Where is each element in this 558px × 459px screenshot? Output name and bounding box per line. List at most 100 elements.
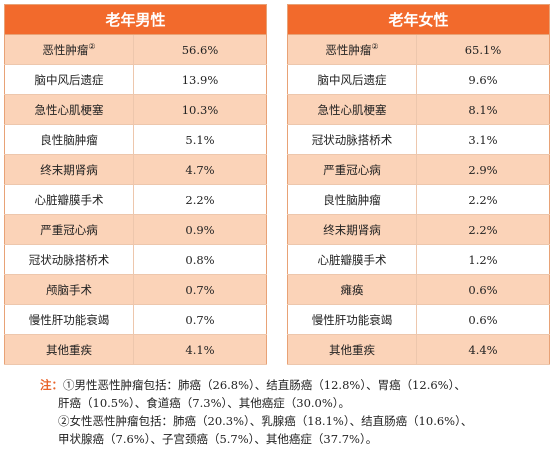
female-table-body: 恶性肿瘤② 65.1% 脑中风后遗症 9.6% 急性心肌梗塞 8.1% 冠状动脉搭桥术 3.1… — [287, 34, 550, 365]
disease-percentage: 65.1% — [416, 34, 550, 65]
disease-percentage: 56.6% — [133, 34, 267, 65]
footnote-male-line-2: 肝癌（10.5%）、食道癌（7.3%）、其他癌症（30.0%）。 — [58, 396, 351, 410]
table-row: 心脏瓣膜手术 1.2% — [287, 244, 550, 275]
disease-name: 良性脑肿瘤 — [4, 124, 134, 155]
table-row: 其他重疾 4.4% — [287, 334, 550, 365]
table-row: 冠状动脉搭桥术 3.1% — [287, 124, 550, 155]
disease-percentage: 2.2% — [416, 184, 550, 215]
table-row: 其他重疾 4.1% — [4, 334, 267, 365]
disease-percentage: 8.1% — [416, 94, 550, 125]
male-table-title: 老年男性 — [4, 4, 267, 35]
table-row: 冠状动脉搭桥术 0.8% — [4, 244, 267, 275]
disease-name-text: 良性脑肿瘤 — [323, 192, 381, 207]
table-row: 脑中风后遗症 13.9% — [4, 64, 267, 95]
disease-percentage: 13.9% — [133, 64, 267, 95]
disease-name-text: 良性脑肿瘤 — [40, 132, 98, 147]
female-table: 老年女性 恶性肿瘤② 65.1% 脑中风后遗症 9.6% 急性心肌梗塞 8.1% 冠状动脉搭… — [287, 4, 550, 365]
disease-name-text: 慢性肝功能衰竭 — [28, 312, 110, 327]
disease-name-text: 恶性肿瘤 — [325, 42, 372, 57]
disease-name: 恶性肿瘤② — [4, 34, 134, 65]
disease-name-text: 恶性肿瘤 — [42, 42, 89, 57]
disease-name-text: 慢性肝功能衰竭 — [311, 312, 393, 327]
disease-name: 急性心肌梗塞 — [4, 94, 134, 125]
disease-percentage: 2.2% — [133, 184, 267, 215]
disease-percentage: 0.6% — [416, 274, 550, 305]
disease-name: 冠状动脉搭桥术 — [4, 244, 134, 275]
disease-name: 慢性肝功能衰竭 — [287, 304, 417, 335]
table-row: 严重冠心病 0.9% — [4, 214, 267, 245]
disease-name-text: 颅脑手术 — [46, 282, 92, 297]
disease-name: 恶性肿瘤② — [287, 34, 417, 65]
footnote-marker: ② — [371, 41, 379, 51]
footnote-female-line-2: 甲状腺癌（7.6%）、子宫颈癌（5.7%）、其他癌症（37.7%）。 — [58, 432, 378, 446]
disease-percentage: 0.8% — [133, 244, 267, 275]
disease-name: 严重冠心病 — [4, 214, 134, 245]
disease-name: 心脏瓣膜手术 — [287, 244, 417, 275]
footnote-marker: ② — [88, 41, 96, 51]
table-row: 慢性肝功能衰竭 0.7% — [4, 304, 267, 335]
table-row: 慢性肝功能衰竭 0.6% — [287, 304, 550, 335]
table-row: 恶性肿瘤② 65.1% — [287, 34, 550, 65]
male-table: 老年男性 恶性肿瘤② 56.6% 脑中风后遗症 13.9% 急性心肌梗塞 10.3% 良性脑… — [4, 4, 267, 365]
disease-name: 颅脑手术 — [4, 274, 134, 305]
disease-name: 其他重疾 — [4, 334, 134, 365]
table-row: 良性脑肿瘤 2.2% — [287, 184, 550, 215]
table-row: 脑中风后遗症 9.6% — [287, 64, 550, 95]
disease-name: 终末期肾病 — [4, 154, 134, 185]
disease-percentage: 3.1% — [416, 124, 550, 155]
disease-name: 其他重疾 — [287, 334, 417, 365]
disease-name-text: 急性心肌梗塞 — [34, 102, 104, 117]
disease-name-text: 心脏瓣膜手术 — [317, 252, 387, 267]
footnote-lead: 注： — [40, 378, 63, 392]
disease-percentage: 9.6% — [416, 64, 550, 95]
disease-name: 脑中风后遗症 — [4, 64, 134, 95]
male-table-body: 恶性肿瘤② 56.6% 脑中风后遗症 13.9% 急性心肌梗塞 10.3% 良性脑肿瘤 5.1… — [4, 34, 267, 365]
disease-percentage: 1.2% — [416, 244, 550, 275]
disease-name-text: 严重冠心病 — [323, 162, 381, 177]
disease-name: 严重冠心病 — [287, 154, 417, 185]
table-row: 颅脑手术 0.7% — [4, 274, 267, 305]
table-row: 严重冠心病 2.9% — [287, 154, 550, 185]
disease-percentage: 2.9% — [416, 154, 550, 185]
disease-name-text: 心脏瓣膜手术 — [34, 192, 104, 207]
footnote-male-line-1: 注：①男性恶性肿瘤包括：肺癌（26.8%）、结直肠癌（12.8%）、胃癌（12.… — [40, 376, 555, 394]
disease-percentage: 2.2% — [416, 214, 550, 245]
footnote-female-line-1: ②女性恶性肿瘤包括：肺癌（20.3%）、乳腺癌（18.1%）、结直肠癌（10.6… — [58, 414, 473, 428]
disease-name-text: 瘫痪 — [340, 282, 364, 297]
disease-name-text: 严重冠心病 — [40, 222, 98, 237]
disease-name: 瘫痪 — [287, 274, 417, 305]
table-row: 急性心肌梗塞 10.3% — [4, 94, 267, 125]
disease-name: 心脏瓣膜手术 — [4, 184, 134, 215]
disease-percentage: 4.1% — [133, 334, 267, 365]
disease-name-text: 终末期肾病 — [323, 222, 381, 237]
footnote: 注：①男性恶性肿瘤包括：肺癌（26.8%）、结直肠癌（12.8%）、胃癌（12.… — [40, 376, 555, 448]
disease-percentage: 0.7% — [133, 304, 267, 335]
table-row: 急性心肌梗塞 8.1% — [287, 94, 550, 125]
table-row: 心脏瓣膜手术 2.2% — [4, 184, 267, 215]
table-row: 良性脑肿瘤 5.1% — [4, 124, 267, 155]
disease-name-text: 其他重疾 — [46, 342, 92, 357]
table-row: 终末期肾病 4.7% — [4, 154, 267, 185]
disease-name-text: 终末期肾病 — [40, 162, 98, 177]
disease-name: 冠状动脉搭桥术 — [287, 124, 417, 155]
disease-percentage: 10.3% — [133, 94, 267, 125]
disease-name-text: 脑中风后遗症 — [317, 72, 387, 87]
disease-name: 良性脑肿瘤 — [287, 184, 417, 215]
table-row: 瘫痪 0.6% — [287, 274, 550, 305]
table-row: 恶性肿瘤② 56.6% — [4, 34, 267, 65]
disease-name: 脑中风后遗症 — [287, 64, 417, 95]
disease-name-text: 脑中风后遗症 — [34, 72, 104, 87]
disease-percentage: 5.1% — [133, 124, 267, 155]
disease-name: 慢性肝功能衰竭 — [4, 304, 134, 335]
disease-name-text: 冠状动脉搭桥术 — [28, 252, 110, 267]
disease-name-text: 其他重疾 — [329, 342, 375, 357]
disease-percentage: 0.9% — [133, 214, 267, 245]
table-row: 终末期肾病 2.2% — [287, 214, 550, 245]
disease-name: 急性心肌梗塞 — [287, 94, 417, 125]
disease-percentage: 4.4% — [416, 334, 550, 365]
disease-name: 终末期肾病 — [287, 214, 417, 245]
footnote-male-text-1: ①男性恶性肿瘤包括：肺癌（26.8%）、结直肠癌（12.8%）、胃癌（12.6%… — [63, 378, 466, 392]
disease-percentage: 0.7% — [133, 274, 267, 305]
disease-name-text: 急性心肌梗塞 — [317, 102, 387, 117]
disease-percentage: 0.6% — [416, 304, 550, 335]
